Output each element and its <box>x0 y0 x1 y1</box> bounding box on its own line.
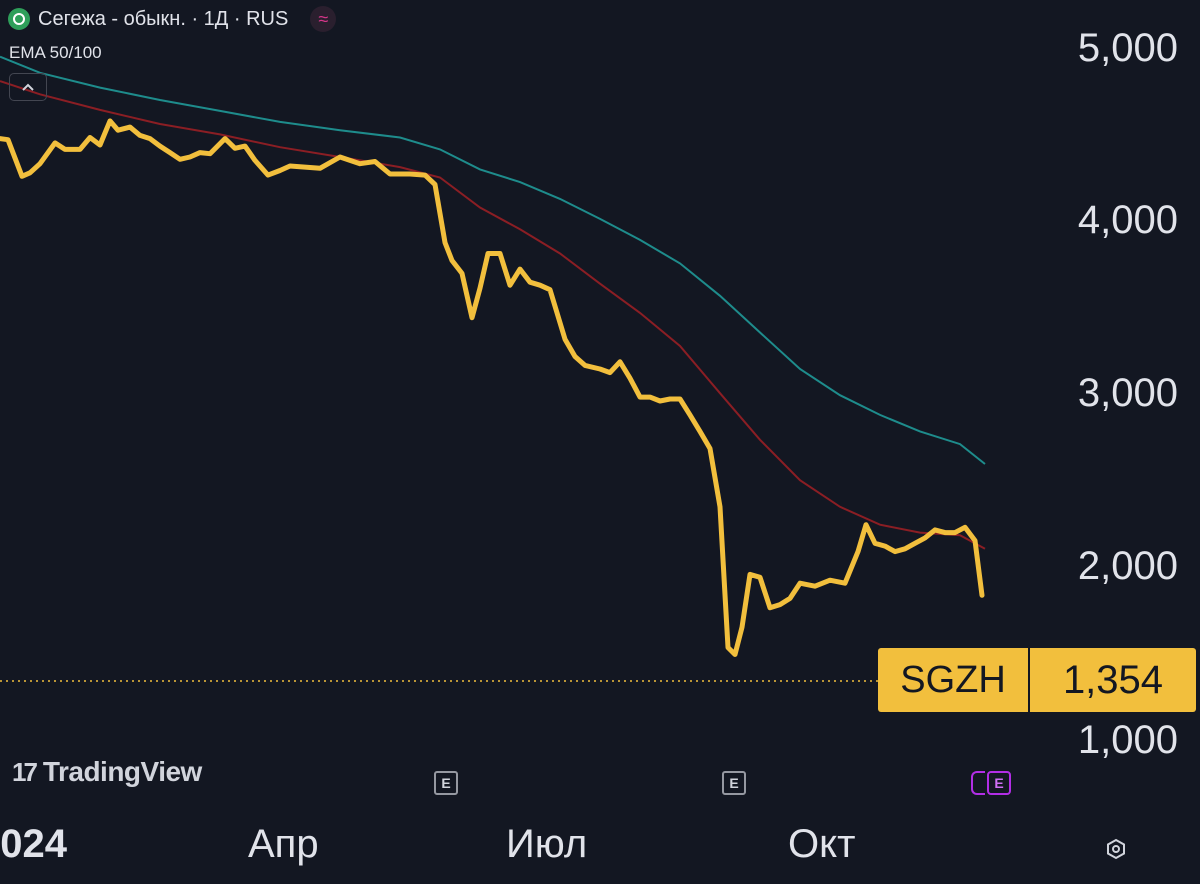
y-tick-label: 1,000 <box>1077 718 1178 762</box>
x-tick-label: Апр <box>248 822 319 866</box>
chevron-up-icon <box>22 83 34 91</box>
event-stack-icon <box>971 771 985 795</box>
last-price-label: 1,354 <box>1030 648 1196 712</box>
ticker-price-label[interactable]: SGZH <box>878 648 1028 712</box>
symbol-legend[interactable]: Сегежа - обыкн. · 1Д · RUS ≈ <box>8 6 337 32</box>
symbol-logo-icon <box>8 8 30 30</box>
tradingview-logo[interactable]: 17 TradingView <box>12 756 202 788</box>
tradingview-wordmark: TradingView <box>42 756 202 787</box>
indicator-label[interactable]: EMA 50/100 <box>9 43 102 62</box>
earnings-event-icon[interactable]: E <box>722 771 746 795</box>
y-tick-label: 2,000 <box>1077 544 1178 588</box>
price-line <box>0 118 985 657</box>
earnings-event-icon[interactable]: E <box>434 771 458 795</box>
upcoming-earnings-icon[interactable]: E <box>987 771 1011 795</box>
collapse-legend-button[interactable] <box>9 73 47 101</box>
x-tick-label: Июл <box>506 822 588 866</box>
settings-icon[interactable] <box>1105 838 1127 860</box>
y-tick-label: 4,000 <box>1077 198 1178 242</box>
symbol-title[interactable]: Сегежа - обыкн. · 1Д · RUS <box>38 7 289 30</box>
ema50-line <box>0 80 986 550</box>
y-tick-label: 5,000 <box>1077 26 1178 70</box>
x-tick-label: Окт <box>788 822 856 866</box>
tradingview-mark-icon: 17 <box>12 756 38 787</box>
compare-icon[interactable]: ≈ <box>310 6 337 32</box>
ema100-line <box>0 55 986 465</box>
y-tick-label: 3,000 <box>1077 371 1178 415</box>
x-tick-label: 2024 <box>0 822 67 866</box>
